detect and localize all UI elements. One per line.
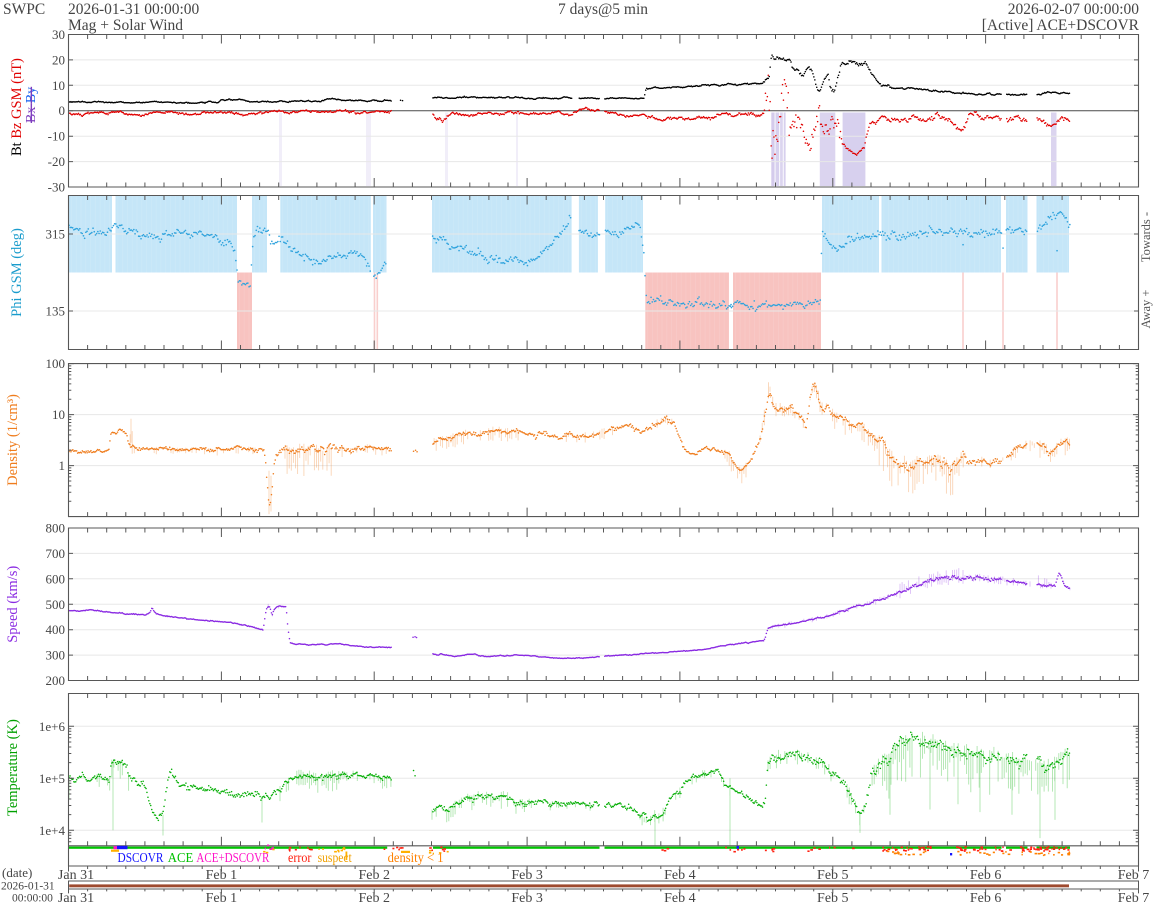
- svg-text:315: 315: [46, 227, 66, 242]
- svg-text:SWPC: SWPC: [3, 1, 45, 18]
- svg-text:1e+4: 1e+4: [39, 823, 66, 838]
- svg-text:(date): (date): [2, 865, 32, 880]
- svg-text:20: 20: [52, 52, 65, 67]
- svg-text:Mag + Solar Wind: Mag + Solar Wind: [68, 17, 183, 34]
- svg-text:-10: -10: [48, 129, 65, 144]
- svg-text:Feb 3: Feb 3: [511, 891, 543, 905]
- svg-text:error: error: [288, 850, 312, 865]
- svg-text:135: 135: [46, 304, 66, 319]
- svg-text:Temperature (K): Temperature (K): [5, 719, 21, 816]
- svg-text:10: 10: [52, 78, 65, 93]
- svg-text:density < 1: density < 1: [388, 850, 444, 865]
- svg-text:600: 600: [46, 571, 66, 586]
- svg-text:Jan 31: Jan 31: [58, 868, 94, 883]
- svg-text:Feb 4: Feb 4: [664, 891, 696, 905]
- svg-text:1: 1: [59, 458, 66, 473]
- svg-text:Bx By: Bx By: [24, 87, 39, 123]
- svg-text:Feb 2: Feb 2: [358, 891, 390, 905]
- svg-text:Feb 7: Feb 7: [1118, 891, 1150, 905]
- svg-text:30: 30: [52, 27, 65, 42]
- svg-text:[Active] ACE+DSCOVR: [Active] ACE+DSCOVR: [982, 17, 1140, 34]
- svg-text:Bt Bz GSM (nT): Bt Bz GSM (nT): [9, 58, 25, 156]
- svg-text:Feb 7: Feb 7: [1118, 868, 1150, 883]
- svg-text:00:00:00: 00:00:00: [12, 893, 53, 905]
- svg-text:Feb 2: Feb 2: [358, 868, 390, 883]
- svg-text:200: 200: [46, 673, 66, 688]
- svg-text:Phi GSM (deg): Phi GSM (deg): [9, 228, 25, 317]
- svg-text:100: 100: [46, 356, 66, 371]
- svg-text:2026-02-07 00:00:00: 2026-02-07 00:00:00: [1008, 1, 1140, 18]
- svg-text:2026-01-31: 2026-01-31: [1, 881, 55, 893]
- svg-text:400: 400: [46, 622, 66, 637]
- svg-text:0: 0: [59, 103, 66, 118]
- svg-text:Density (1/cm³): Density (1/cm³): [5, 394, 21, 486]
- svg-text:1e+6: 1e+6: [39, 719, 66, 734]
- svg-text:Feb 1: Feb 1: [206, 891, 238, 905]
- svg-text:Feb 5: Feb 5: [817, 868, 849, 883]
- svg-text:suspect: suspect: [318, 850, 352, 865]
- svg-text:500: 500: [46, 597, 66, 612]
- svg-text:800: 800: [46, 521, 66, 536]
- svg-text:DSCOVR: DSCOVR: [118, 850, 164, 865]
- svg-text:Feb 6: Feb 6: [970, 868, 1002, 883]
- svg-text:Feb 4: Feb 4: [664, 868, 696, 883]
- svg-text:Feb 1: Feb 1: [206, 868, 238, 883]
- svg-text:ACE+DSCOVR: ACE+DSCOVR: [196, 850, 269, 865]
- svg-text:7 days@5 min: 7 days@5 min: [558, 1, 648, 18]
- svg-text:10: 10: [52, 407, 65, 422]
- svg-text:Away +: Away +: [1139, 290, 1153, 329]
- svg-text:-20: -20: [48, 154, 65, 169]
- svg-text:Feb 5: Feb 5: [817, 891, 849, 905]
- svg-text:300: 300: [46, 648, 66, 663]
- svg-text:2026-01-31 00:00:00: 2026-01-31 00:00:00: [68, 1, 200, 18]
- svg-text:1e+5: 1e+5: [39, 771, 65, 786]
- svg-text:ACE: ACE: [168, 850, 194, 865]
- svg-text:-30: -30: [48, 180, 65, 195]
- svg-text:Jan 31: Jan 31: [58, 891, 94, 905]
- svg-text:Feb 3: Feb 3: [511, 868, 543, 883]
- svg-text:700: 700: [46, 546, 66, 561]
- svg-text:Feb 6: Feb 6: [970, 891, 1002, 905]
- svg-text:Towards -: Towards -: [1139, 212, 1153, 262]
- svg-text:Speed (km/s): Speed (km/s): [5, 566, 21, 643]
